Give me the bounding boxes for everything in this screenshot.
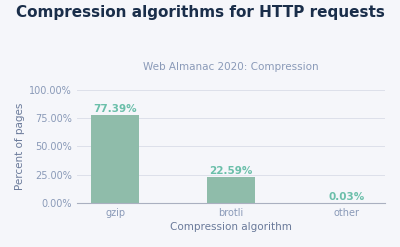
Title: Web Almanac 2020: Compression: Web Almanac 2020: Compression [143,62,319,72]
Text: Compression algorithms for HTTP requests: Compression algorithms for HTTP requests [16,5,384,20]
Text: 0.03%: 0.03% [328,192,365,202]
X-axis label: Compression algorithm: Compression algorithm [170,222,292,232]
Bar [206,177,255,203]
Y-axis label: Percent of pages: Percent of pages [15,103,25,190]
Bar [91,115,140,203]
Text: 22.59%: 22.59% [209,166,252,176]
Text: 77.39%: 77.39% [93,104,137,114]
